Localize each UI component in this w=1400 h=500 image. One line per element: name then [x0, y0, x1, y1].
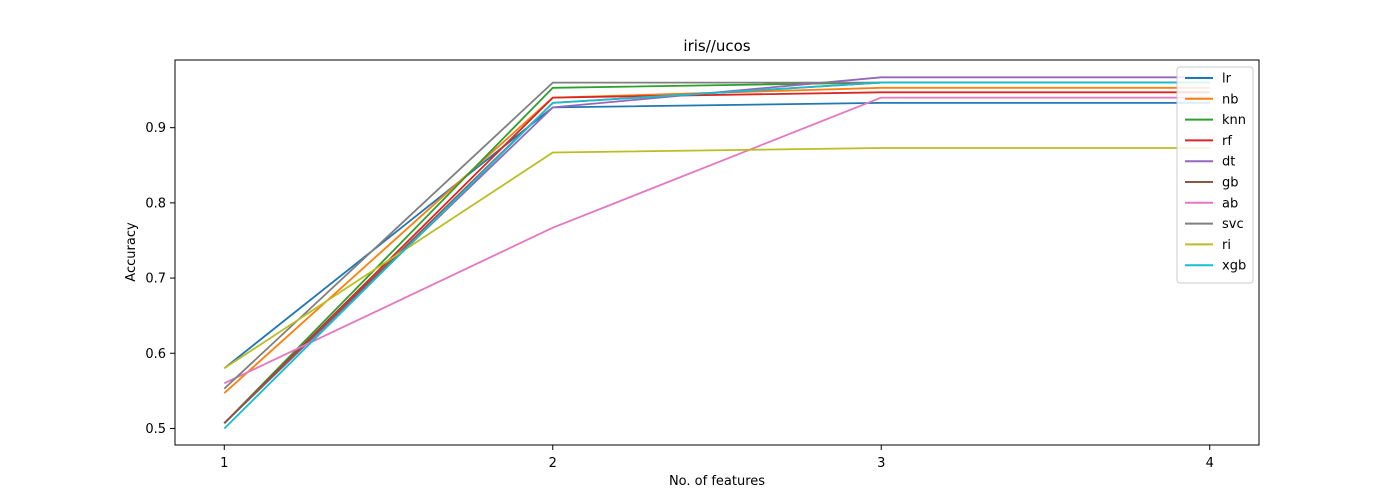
series-layer — [223, 76, 1210, 430]
plot-frame — [174, 59, 1260, 446]
legend: lr nb knn rf dt gb ab svc ri xgb — [1176, 66, 1254, 284]
legend-label-lr: lr — [1222, 72, 1232, 87]
legend-label-gb: gb — [1222, 176, 1239, 191]
legend-label-ri: ri — [1222, 238, 1231, 253]
x-tick-label: 2 — [549, 456, 557, 471]
x-tick-label: 1 — [220, 456, 228, 471]
legend-label-svc: svc — [1222, 217, 1244, 232]
series-line-ab — [223, 96, 1210, 385]
legend-label-knn: knn — [1222, 113, 1246, 128]
legend-label-xgb: xgb — [1222, 259, 1246, 274]
y-axis-label: Accuracy — [124, 222, 139, 282]
y-tick-label: 0.7 — [145, 272, 166, 287]
x-axis-label: No. of features — [669, 474, 765, 489]
y-tick-label: 0.8 — [145, 196, 166, 211]
legend-box — [1176, 66, 1254, 284]
chart-title: iris//ucos — [683, 37, 750, 55]
y-tick-label: 0.6 — [145, 347, 166, 362]
y-tick-label: 0.5 — [145, 422, 166, 437]
y-axis: 0.5 0.6 0.7 0.8 0.9 — [145, 121, 175, 437]
x-tick-label: 4 — [1206, 456, 1214, 471]
x-tick-label: 3 — [877, 456, 885, 471]
legend-label-rf: rf — [1222, 134, 1232, 149]
legend-label-ab: ab — [1222, 196, 1238, 211]
legend-label-nb: nb — [1222, 92, 1239, 107]
series-line-ri — [223, 147, 1210, 370]
legend-label-dt: dt — [1222, 155, 1235, 170]
x-axis: 1 2 3 4 — [220, 445, 1214, 471]
series-line-xgb — [223, 81, 1210, 430]
y-tick-label: 0.9 — [145, 121, 166, 136]
series-line-lr — [223, 102, 1210, 370]
